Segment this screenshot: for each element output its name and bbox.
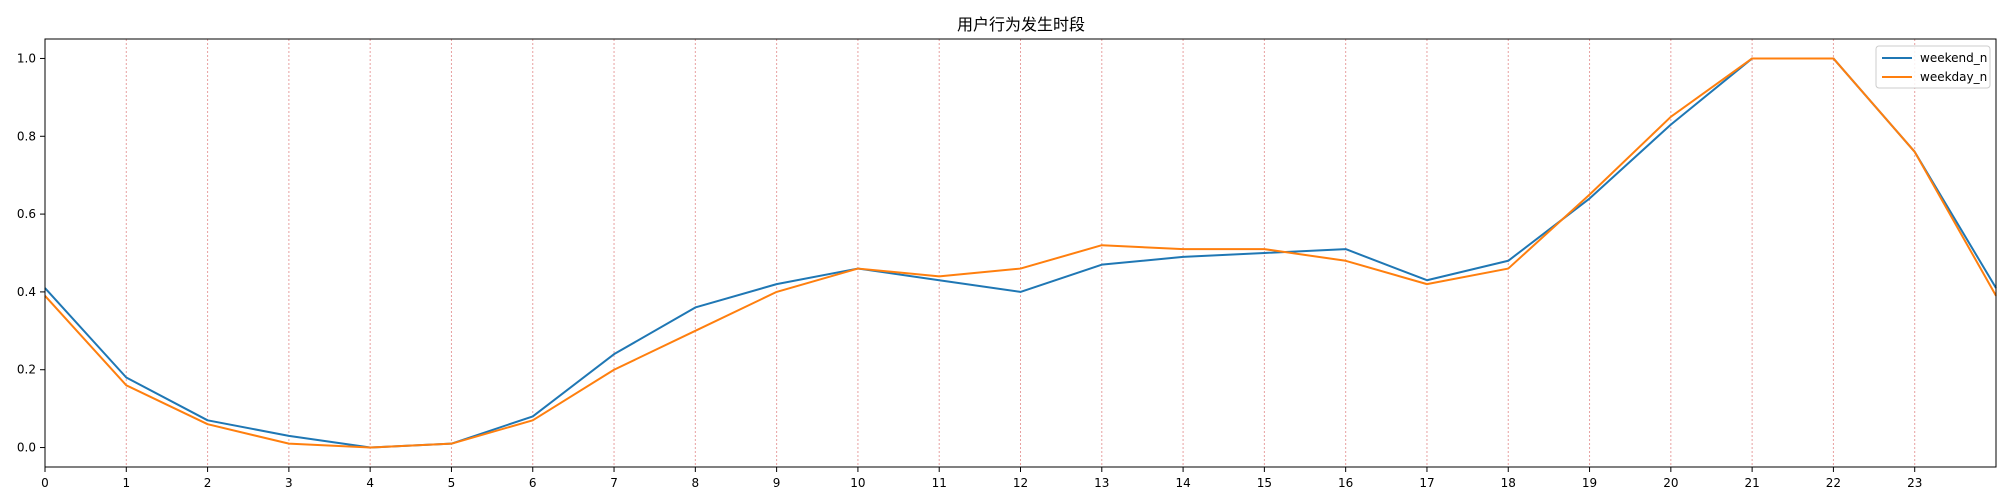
x-tick-label: 18 (1501, 476, 1516, 490)
x-tick-label: 20 (1663, 476, 1678, 490)
y-axis: 0.0 0.2 0.4 0.6 0.8 1.0 (17, 51, 45, 455)
x-tick-label: 17 (1419, 476, 1434, 490)
x-tick-label: 10 (850, 476, 865, 490)
y-tick-label: 1.0 (17, 51, 36, 65)
x-tick-label: 5 (448, 476, 456, 490)
legend-label: weekend_n (1920, 51, 1987, 65)
series-lines (44, 57, 1997, 449)
x-tick-label: 2 (204, 476, 212, 490)
x-axis: 0 1 2 3 4 5 6 7 8 9 10 11 12 13 14 15 16 17 18 19 20 21 22 23 (41, 467, 1922, 490)
x-tick-label: 19 (1582, 476, 1597, 490)
x-tick-label: 7 (610, 476, 618, 490)
x-tick-label: 0 (41, 476, 49, 490)
x-tick-label: 6 (529, 476, 537, 490)
y-tick-label: 0.8 (17, 129, 36, 143)
y-tick-label: 0.6 (17, 207, 36, 221)
x-tick-label: 8 (692, 476, 700, 490)
x-tick-label: 13 (1094, 476, 1109, 490)
x-tick-label: 11 (932, 476, 947, 490)
x-tick-label: 14 (1175, 476, 1190, 490)
y-tick-label: 0.4 (17, 285, 36, 299)
x-tick-label: 15 (1257, 476, 1272, 490)
x-tick-label: 3 (285, 476, 293, 490)
grid-lines (125, 39, 1916, 467)
legend-label: weekday_n (1920, 70, 1987, 84)
x-tick-label: 12 (1013, 476, 1028, 490)
legend: weekend_n weekday_n (1875, 45, 1991, 89)
x-tick-label: 9 (773, 476, 781, 490)
y-tick-label: 0.2 (17, 363, 36, 377)
x-tick-label: 16 (1338, 476, 1353, 490)
x-tick-label: 4 (366, 476, 374, 490)
x-tick-label: 22 (1826, 476, 1841, 490)
x-tick-label: 1 (122, 476, 130, 490)
y-tick-label: 0.0 (17, 441, 36, 455)
x-tick-label: 23 (1907, 476, 1922, 490)
series-line-weekday_n (44, 57, 1997, 449)
chart-title: 用户行为发生时段 (957, 15, 1085, 34)
x-tick-label: 21 (1744, 476, 1759, 490)
